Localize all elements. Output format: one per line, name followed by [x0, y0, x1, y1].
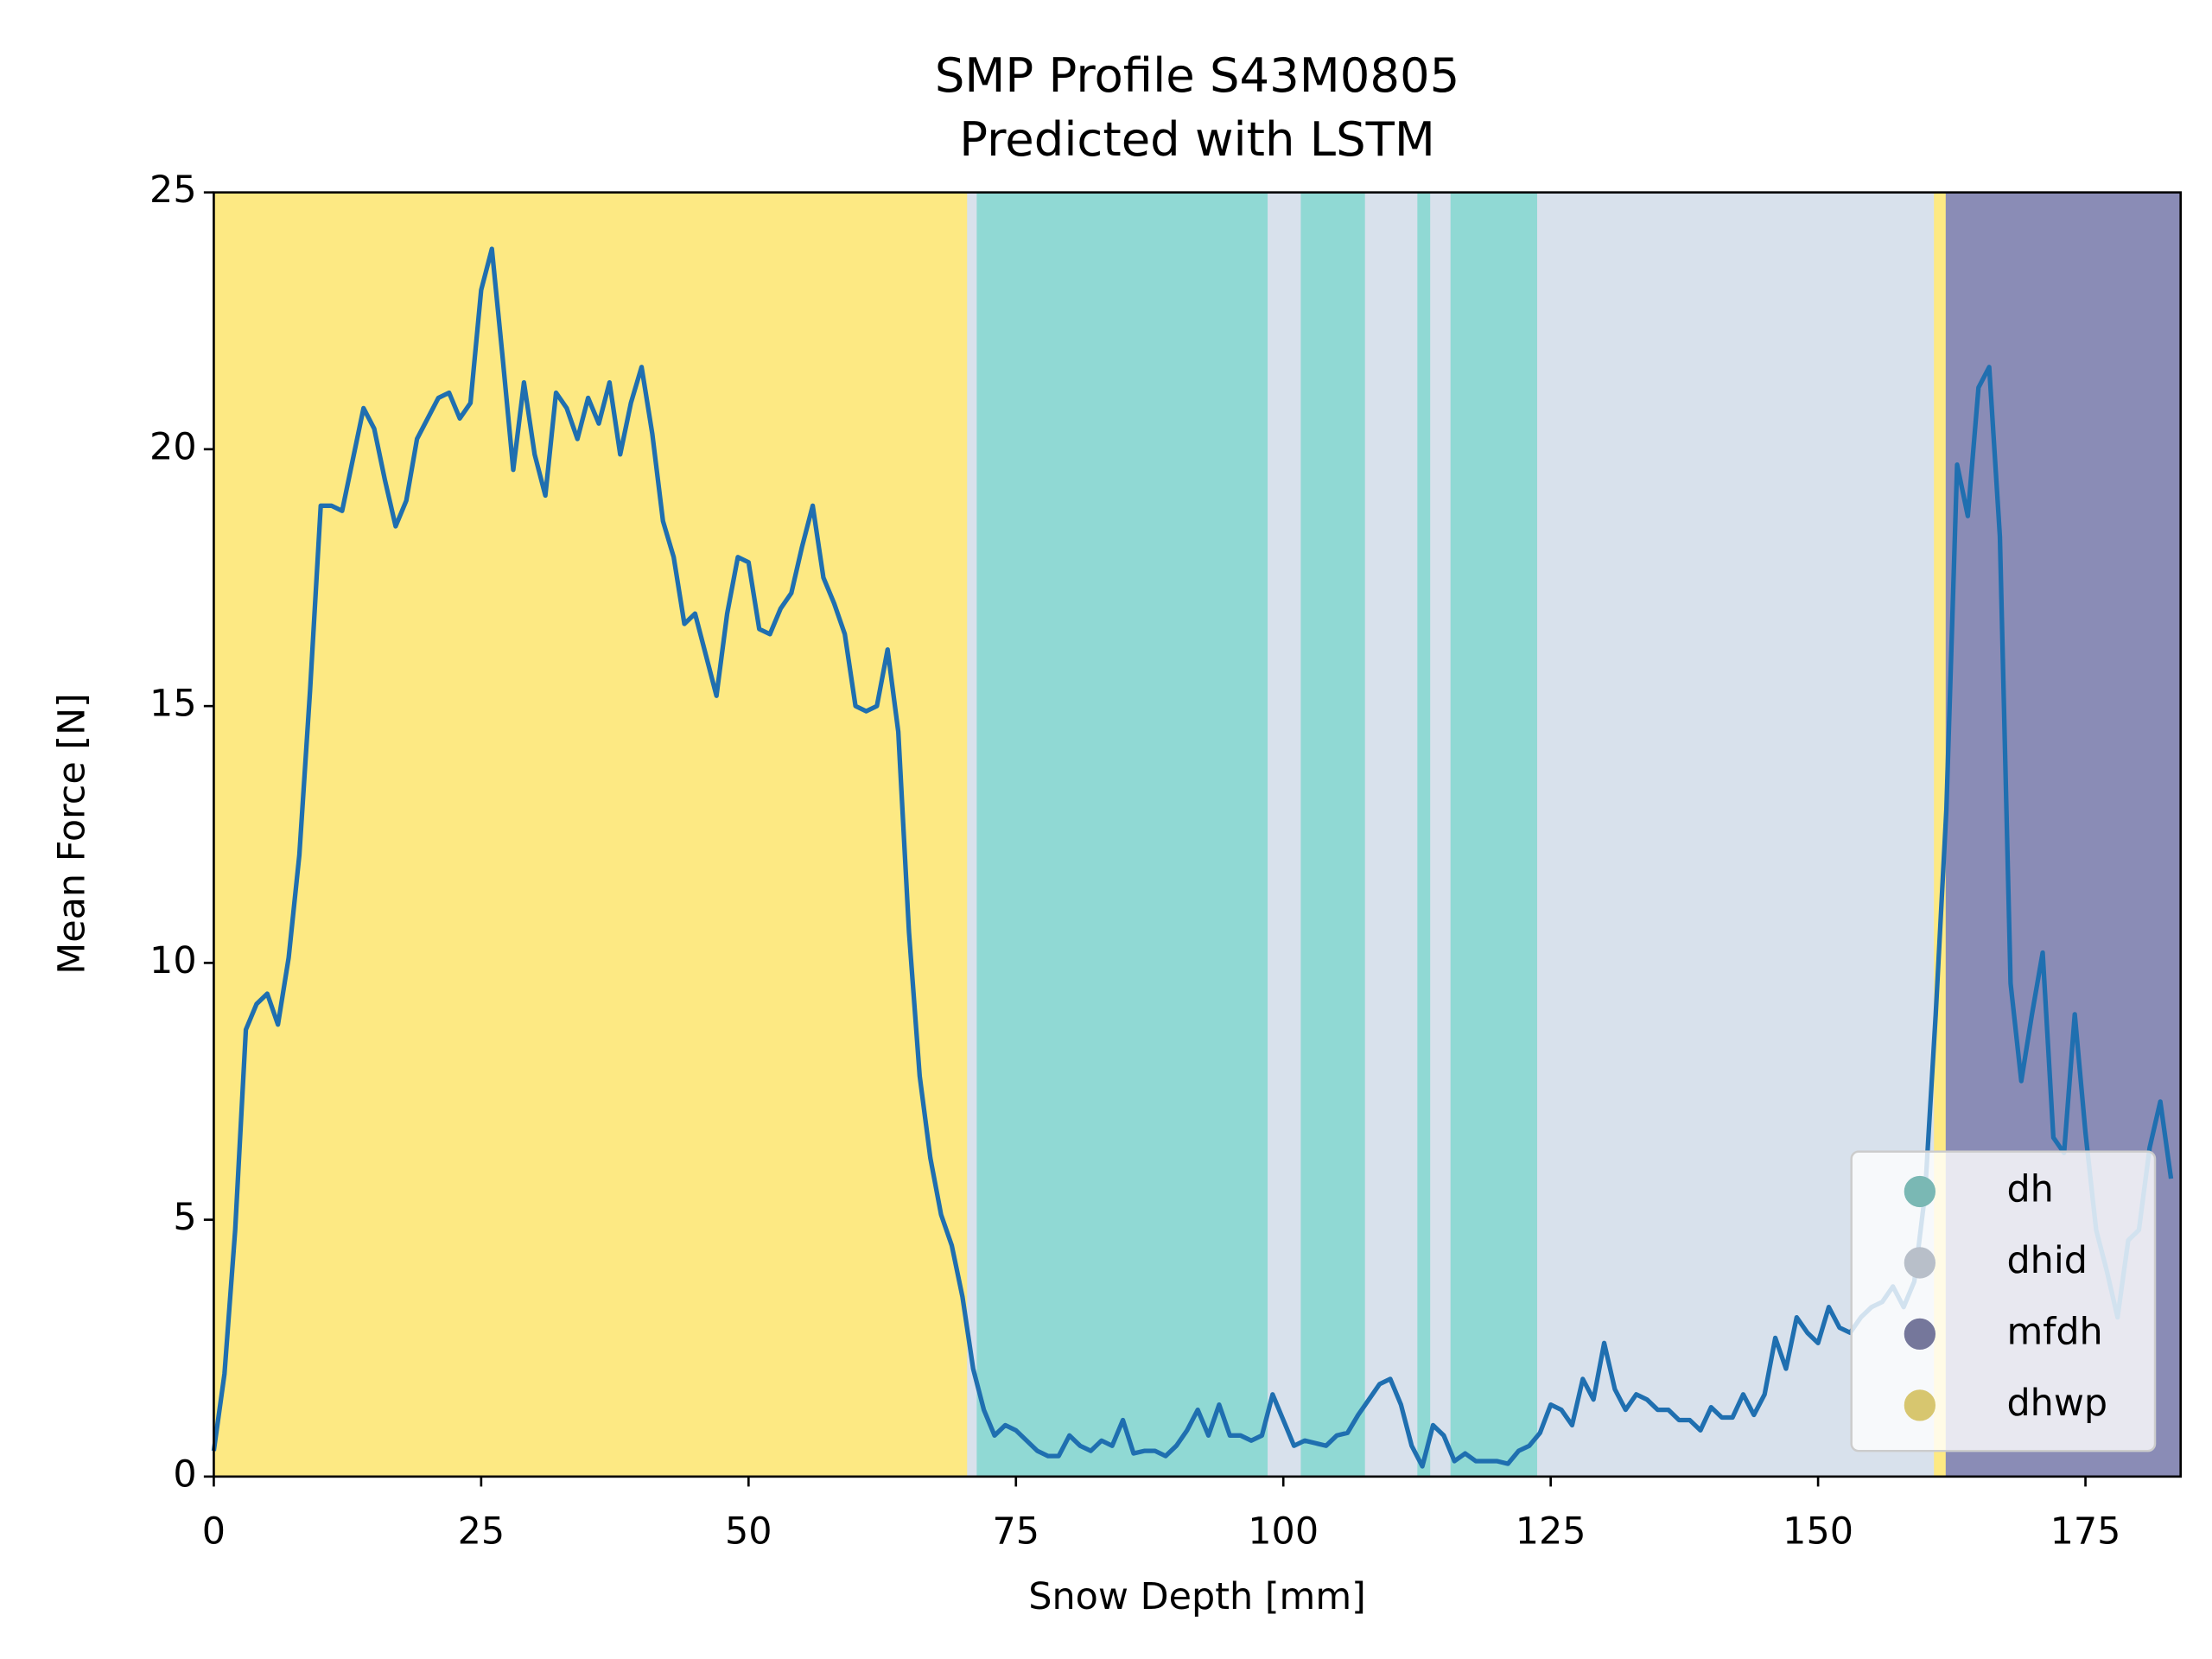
y-tick-label: 0	[173, 1452, 196, 1496]
region	[1450, 191, 1539, 1478]
legend-label: dhid	[2006, 1239, 2088, 1282]
y-tick-label: 25	[149, 168, 197, 212]
x-tick-label: 0	[202, 1510, 226, 1553]
x-tick-label: 150	[1783, 1510, 1853, 1553]
data-line	[211, 246, 2174, 1469]
x-axis-label: Snow Depth [mm]	[1028, 1575, 1366, 1618]
legend-marker	[1904, 1175, 1936, 1208]
region	[1417, 191, 1432, 1478]
y-axis-label: Mean Force [N]	[50, 693, 93, 975]
region	[967, 191, 979, 1478]
x-tick-label: 125	[1516, 1510, 1586, 1553]
plot-frame	[213, 191, 2183, 1478]
y-tick-label: 20	[149, 425, 197, 468]
x-tick-label: 25	[458, 1510, 505, 1553]
legend-marker	[1904, 1247, 1936, 1279]
region	[1300, 191, 1367, 1478]
region	[976, 191, 1269, 1478]
legend-box	[1850, 1150, 2157, 1452]
legend-marker	[1904, 1389, 1936, 1421]
legend-marker	[1904, 1318, 1936, 1351]
y-tick-label: 5	[173, 1196, 196, 1239]
chart-subtitle: Predicted with LSTM	[959, 111, 1435, 167]
x-tick-label: 100	[1248, 1510, 1319, 1553]
y-tick-label: 15	[149, 683, 197, 726]
legend-label: dhwp	[2006, 1382, 2107, 1425]
region	[1268, 191, 1303, 1478]
y-tick-label: 10	[149, 939, 197, 982]
legend-label: dh	[2006, 1167, 2053, 1211]
legend-label: mfdh	[2006, 1310, 2102, 1353]
x-tick-label: 175	[2050, 1510, 2121, 1553]
chart-title: SMP Profile S43M0805	[935, 48, 1459, 103]
region	[213, 191, 969, 1478]
x-tick-label: 50	[725, 1510, 772, 1553]
region	[1364, 191, 1419, 1478]
region	[1430, 191, 1452, 1478]
x-tick-label: 75	[992, 1510, 1039, 1553]
